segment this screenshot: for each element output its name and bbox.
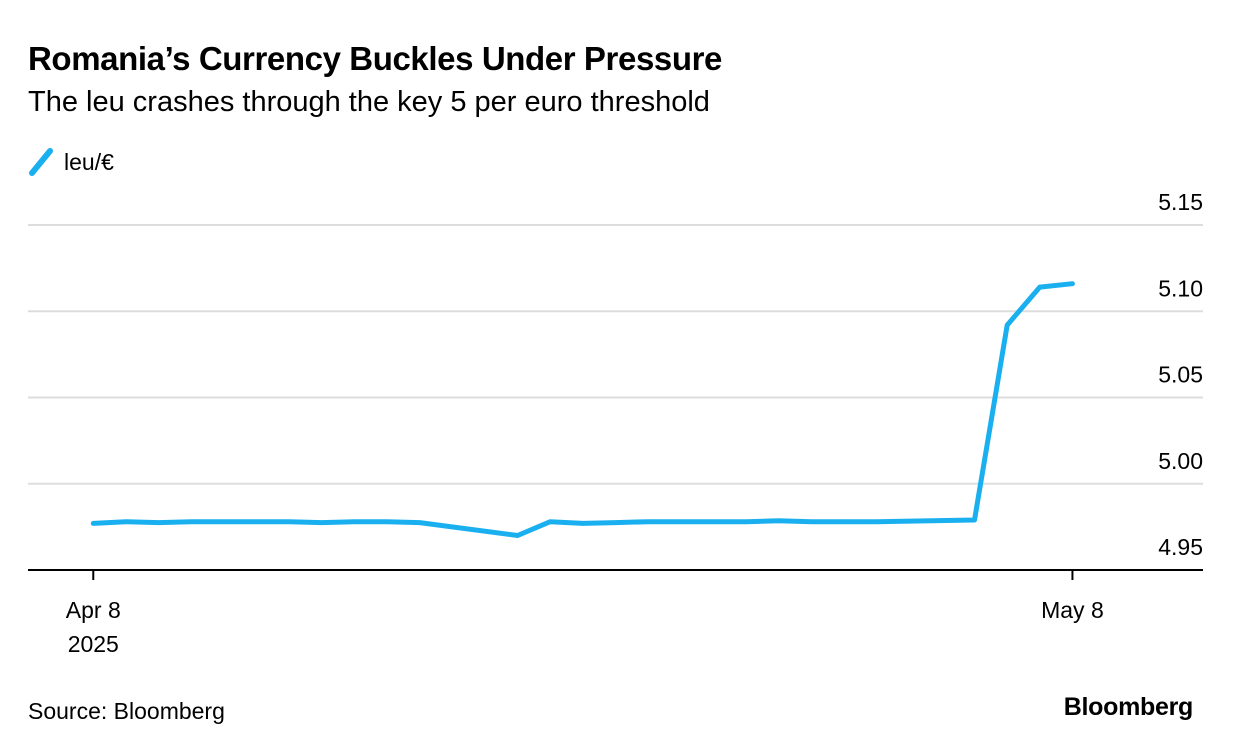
data-point: [384, 519, 390, 524]
data-point: [874, 519, 879, 524]
series-layer: [90, 281, 1075, 538]
data-point: [548, 519, 553, 524]
gridlines: [28, 224, 1203, 485]
data-point: [352, 519, 357, 524]
y-tick-label: 5.15: [1158, 189, 1203, 215]
data-point: [613, 520, 618, 525]
data-point: [319, 520, 324, 525]
x-tick-label: May 8: [1041, 597, 1104, 623]
data-point: [123, 519, 129, 524]
x-axis-ticks: Apr 8 2025 May 8: [66, 570, 1104, 657]
data-point: [156, 520, 161, 525]
data-point: [1070, 281, 1075, 286]
data-point: [286, 519, 292, 524]
x-tick-label: Apr 8 2025: [66, 597, 121, 657]
legend: leu/€: [28, 146, 114, 178]
data-point: [417, 520, 422, 525]
source-note: Source: Bloomberg: [28, 698, 225, 724]
y-axis-labels: 4.95 5.00 5.05 5.10 5.15: [1158, 189, 1203, 560]
data-point: [841, 519, 847, 524]
data-point: [809, 519, 814, 524]
legend-label: leu/€: [64, 148, 114, 175]
data-point: [580, 521, 586, 526]
y-tick-label: 5.00: [1158, 448, 1203, 474]
data-point: [91, 521, 96, 526]
data-point: [1037, 284, 1043, 290]
data-point: [515, 533, 520, 538]
bloomberg-logo: Bloomberg: [1063, 693, 1194, 721]
series-line: [90, 281, 1075, 538]
data-point: [645, 519, 651, 524]
chart-subtitle: The leu crashes through the key 5 per eu…: [28, 86, 710, 118]
chart-title: Romania’s Currency Buckles Under Pressur…: [28, 40, 723, 77]
data-point: [972, 517, 977, 523]
y-tick-label: 4.95: [1158, 534, 1203, 560]
line-chart: 4.95 5.00 5.05 5.10 5.15 Apr 8 2025 May 8: [28, 189, 1203, 657]
data-point: [1005, 322, 1010, 328]
y-tick-label: 5.10: [1158, 275, 1203, 301]
y-tick-label: 5.05: [1158, 362, 1203, 388]
data-point: [189, 519, 194, 524]
legend-swatch-icon: [29, 148, 53, 176]
data-point: [776, 518, 781, 523]
data-point: [743, 519, 749, 524]
